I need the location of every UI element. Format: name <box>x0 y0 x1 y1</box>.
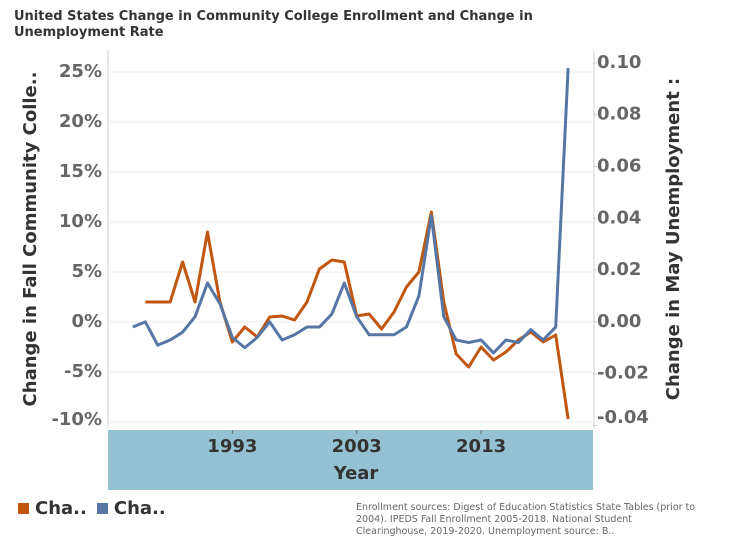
y2-tick-label: -0.04 <box>597 407 649 428</box>
y-tick-label: 10% <box>59 211 102 232</box>
y2-tick-label: 0.02 <box>597 259 641 280</box>
legend: Cha.. Cha.. <box>18 498 166 519</box>
chart-title: United States Change in Community Colleg… <box>14 9 533 40</box>
y2-axis-title: Change in May Unemployment : <box>663 78 684 401</box>
y-tick-label: 25% <box>59 61 102 82</box>
x-axis-band <box>108 430 593 490</box>
y2-tick-label: 0.00 <box>597 311 641 332</box>
y-tick-label: 15% <box>59 161 102 182</box>
y-tick-label: -5% <box>64 361 102 382</box>
y2-tick-label: -0.02 <box>597 363 649 384</box>
legend-item[interactable]: Cha.. <box>96 498 166 519</box>
x-axis-title: Year <box>333 463 379 484</box>
x-tick-label: 1993 <box>207 436 257 457</box>
x-tick-label: 2013 <box>456 436 506 457</box>
y-tick-label: -10% <box>51 409 102 430</box>
y2-tick-label: 0.08 <box>597 104 641 125</box>
y-tick-label: 20% <box>59 111 102 132</box>
series-line <box>132 68 570 355</box>
legend-swatch <box>18 503 29 514</box>
y-axis-title: Change in Fall Community Colle.. <box>20 72 41 407</box>
legend-label: Cha.. <box>35 498 87 519</box>
source-note: Enrollment sources: Digest of Education … <box>356 502 696 537</box>
y-tick-label: 0% <box>71 311 102 332</box>
x-tick-label: 2003 <box>332 436 382 457</box>
y-tick-label: 5% <box>71 261 102 282</box>
legend-swatch <box>96 503 108 514</box>
y2-tick-label: 0.10 <box>597 52 641 73</box>
legend-label: Cha.. <box>113 498 166 519</box>
legend-item[interactable]: Cha.. <box>18 498 87 519</box>
y2-tick-label: 0.04 <box>597 207 641 228</box>
y2-tick-label: 0.06 <box>597 156 641 177</box>
